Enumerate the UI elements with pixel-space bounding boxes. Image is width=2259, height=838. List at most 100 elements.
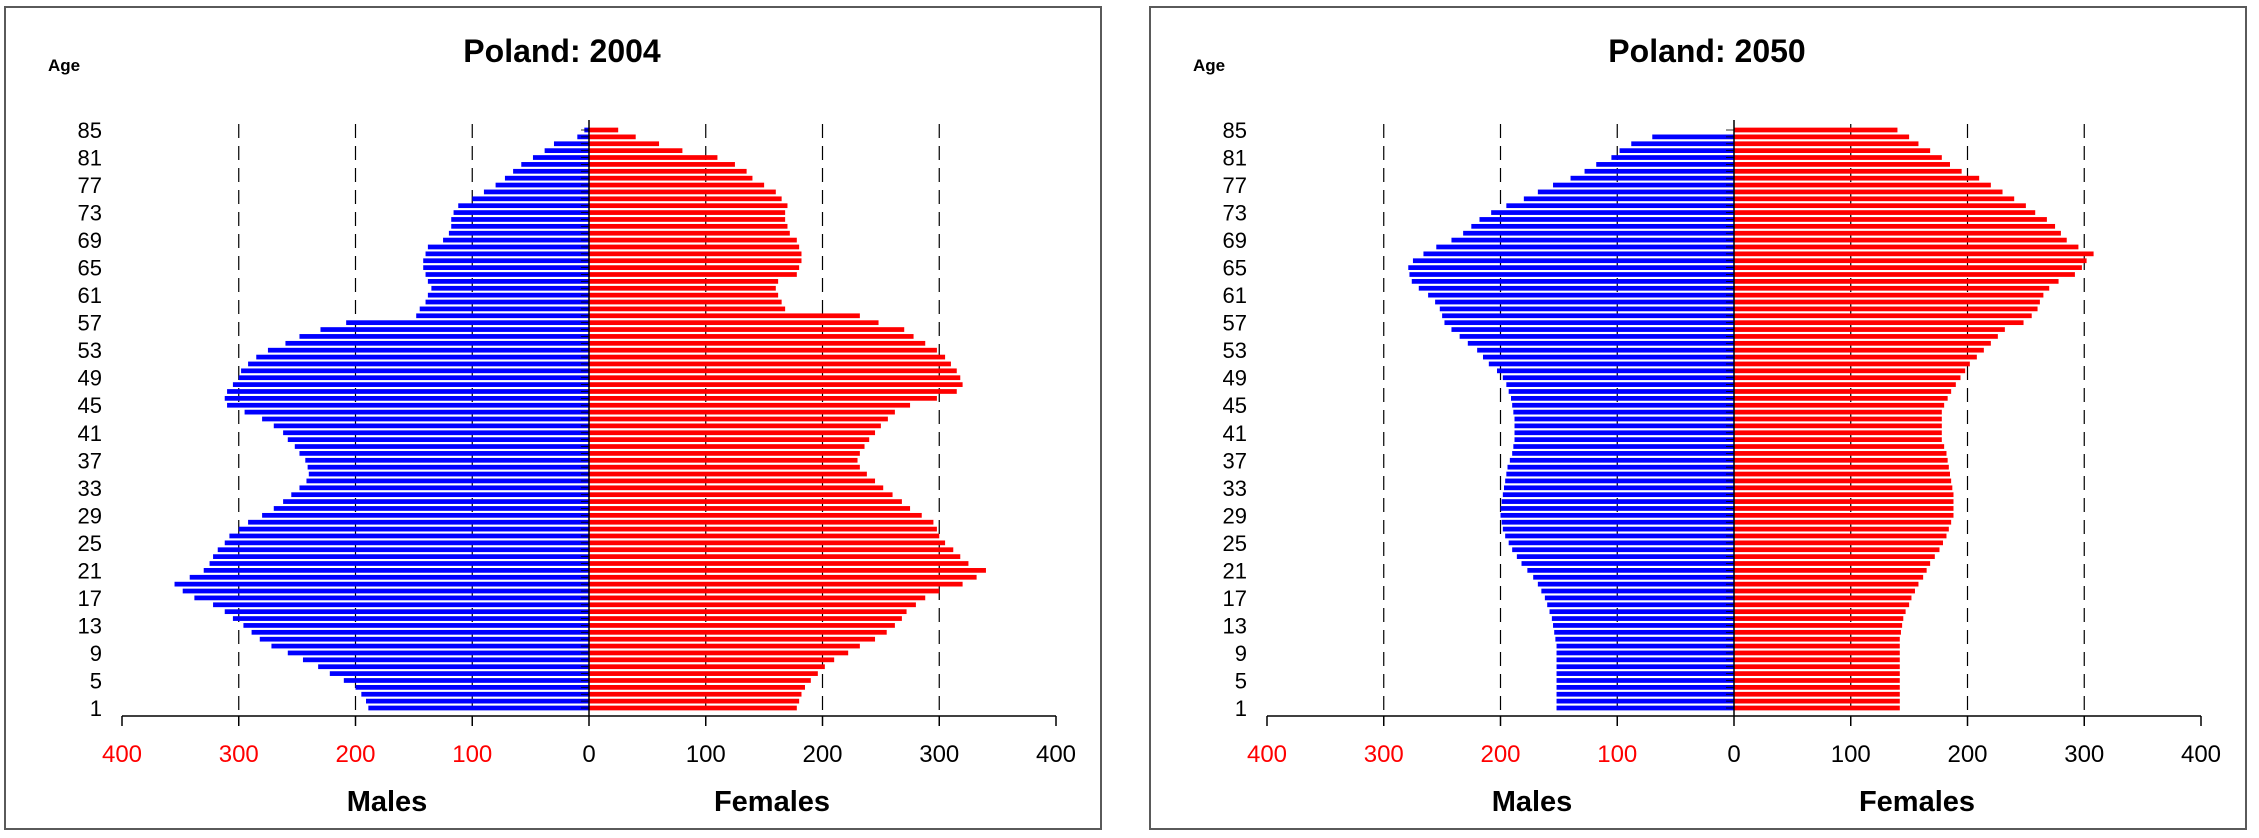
bar-male-age-53	[1477, 347, 1734, 353]
bar-female-age-69	[589, 237, 797, 243]
bar-female-age-45	[589, 402, 911, 408]
x-tick-label: 400	[1247, 741, 1287, 768]
bar-female-age-70	[1734, 230, 2061, 236]
bar-female-age-1	[589, 705, 797, 711]
bar-male-age-80	[521, 162, 589, 167]
bar-female-age-47	[589, 389, 957, 394]
bar-female-age-10	[589, 643, 860, 649]
bar-male-age-60	[1435, 299, 1734, 305]
y-tick-label: 1	[1235, 696, 1247, 721]
bar-male-age-50	[241, 368, 589, 374]
bar-male-age-83	[553, 141, 589, 147]
bar-female-age-14	[589, 616, 902, 621]
bar-male-age-58	[416, 313, 589, 319]
bar-male-age-34	[306, 478, 589, 484]
bar-male-age-65	[1408, 265, 1734, 270]
bar-female-age-24	[1734, 547, 1940, 553]
bar-female-age-38	[589, 451, 860, 456]
x-tick-label: 100	[452, 741, 492, 768]
bar-male-age-69	[1451, 237, 1734, 243]
bar-male-age-1	[1556, 705, 1734, 711]
bar-male-age-40	[1514, 437, 1734, 443]
bar-female-age-11	[589, 636, 876, 642]
bar-male-age-51	[248, 361, 589, 367]
bar-female-age-71	[589, 223, 788, 229]
bar-female-age-25	[589, 540, 946, 546]
bar-male-age-55	[299, 334, 589, 339]
x-tick-label: 100	[1831, 741, 1871, 768]
bar-female-age-60	[1734, 299, 2040, 305]
bar-male-age-26	[229, 533, 589, 539]
bar-male-age-25	[1508, 540, 1734, 546]
bar-male-age-75	[472, 196, 589, 202]
bar-female-age-53	[1734, 347, 1984, 353]
x-tick-label: 300	[219, 741, 259, 768]
bar-male-age-73	[1491, 210, 1734, 215]
bar-female-age-62	[1734, 285, 2050, 291]
y-tick-label: 41	[78, 421, 102, 446]
bar-female-age-72	[589, 217, 786, 222]
bar-female-age-9	[589, 650, 849, 656]
bar-female-age-26	[1734, 533, 1947, 539]
y-tick-label: 9	[1235, 641, 1247, 666]
bar-male-age-52	[1482, 354, 1734, 360]
population-pyramid-2050: Poland: 2050 Age 400 300 200 100 0 100 200 300 400…	[1193, 33, 2221, 818]
bar-female-age-18	[1734, 588, 1915, 594]
bar-male-age-61	[427, 292, 589, 298]
bar-male-age-30	[1500, 506, 1734, 511]
bar-female-age-29	[589, 512, 922, 518]
bar-female-age-74	[589, 203, 788, 209]
bar-female-age-20	[1734, 574, 1924, 580]
y-tick-label: 29	[78, 503, 102, 528]
bar-female-age-14	[1734, 616, 1904, 621]
x-tick-label: 200	[802, 741, 842, 768]
bar-female-age-40	[1734, 437, 1942, 443]
bar-male-age-63	[1411, 279, 1734, 284]
bar-female-age-2	[589, 698, 800, 704]
bar-male-age-76	[483, 189, 589, 195]
bar-male-age-48	[232, 382, 589, 387]
bar-male-age-51	[1488, 361, 1734, 367]
bar-male-age-49	[238, 375, 589, 381]
bar-female-age-12	[589, 629, 887, 635]
x-axis-title-males: Males	[347, 786, 428, 818]
bar-male-age-79	[1584, 168, 1734, 174]
y-tick-label: 85	[78, 118, 102, 143]
bar-female-age-85	[1734, 127, 1898, 133]
bar-male-age-69	[443, 237, 589, 243]
bar-female-age-7	[589, 664, 825, 670]
bar-female-age-78	[589, 175, 753, 181]
bar-male-age-22	[1521, 561, 1734, 566]
bar-male-age-64	[425, 272, 589, 277]
bar-male-age-72	[1479, 217, 1734, 222]
x-tick-label: 400	[102, 741, 142, 768]
bar-male-age-81	[532, 155, 589, 160]
bar-female-age-33	[589, 485, 884, 491]
bar-male-age-29	[1500, 512, 1734, 518]
bar-female-age-39	[1734, 444, 1945, 449]
bar-female-age-72	[1734, 217, 2047, 222]
bar-male-age-9	[287, 650, 589, 656]
bar-male-age-44	[1513, 409, 1734, 415]
bar-female-age-16	[589, 602, 916, 608]
bar-female-age-60	[589, 299, 782, 305]
x-tick-label: 0	[582, 741, 595, 768]
bar-male-age-10	[1556, 643, 1734, 649]
bar-male-age-9	[1556, 650, 1734, 656]
bar-male-age-24	[1512, 547, 1734, 553]
bar-male-age-25	[224, 540, 590, 546]
bar-female-age-66	[1734, 258, 2087, 264]
y-tick-label: 73	[78, 201, 102, 226]
bar-female-age-8	[1734, 657, 1900, 663]
y-tick-label: 33	[78, 476, 102, 501]
bar-male-age-46	[1511, 395, 1734, 401]
x-tick-label: 300	[1364, 741, 1404, 768]
y-tick-label: 45	[78, 393, 102, 418]
bar-male-age-28	[1501, 519, 1734, 525]
bar-male-age-77	[1553, 182, 1734, 188]
y-axis-title: Age	[48, 56, 80, 75]
y-tick-label: 45	[1223, 393, 1247, 418]
y-tick-label: 37	[78, 448, 102, 473]
bar-female-age-76	[589, 189, 776, 195]
bar-female-age-30	[589, 506, 911, 511]
